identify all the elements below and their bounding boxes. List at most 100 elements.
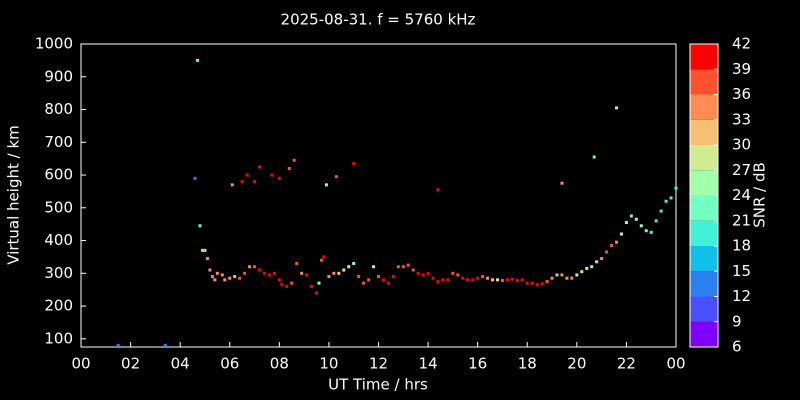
data-point	[535, 283, 539, 287]
data-point	[277, 176, 281, 180]
data-point	[471, 278, 475, 282]
data-point	[377, 275, 380, 279]
data-point	[322, 255, 326, 259]
data-point	[193, 176, 197, 180]
data-point	[515, 279, 519, 283]
data-point	[334, 175, 338, 179]
data-point	[287, 166, 291, 170]
colorbar-tick-label: 9	[732, 312, 742, 330]
data-point	[411, 268, 415, 272]
data-point	[619, 232, 623, 236]
data-point	[476, 276, 480, 280]
data-point	[230, 183, 234, 187]
x-tick-label: 18	[518, 355, 537, 373]
data-point	[585, 266, 589, 270]
data-point	[315, 291, 319, 295]
data-point	[456, 273, 460, 277]
data-point	[253, 265, 257, 269]
data-point	[280, 283, 284, 287]
data-point	[319, 258, 323, 262]
data-point	[481, 275, 485, 279]
colorbar-tick-label: 27	[732, 161, 751, 179]
data-point	[347, 265, 351, 269]
data-point	[486, 276, 490, 280]
x-tick-label: 06	[220, 355, 239, 373]
colorbar-cell	[690, 296, 718, 322]
data-point	[421, 273, 425, 277]
y-tick-label: 100	[44, 329, 73, 347]
data-point	[300, 271, 304, 275]
data-point	[253, 180, 257, 184]
data-point	[332, 271, 336, 275]
y-tick-label: 600	[44, 166, 73, 184]
data-point	[525, 281, 529, 285]
x-tick-label: 20	[567, 355, 586, 373]
data-point	[223, 278, 227, 282]
colorbar-tick-label: 42	[732, 35, 751, 53]
y-tick-label: 300	[44, 264, 73, 282]
colorbar-cell	[690, 170, 718, 196]
data-point	[310, 284, 314, 288]
data-point	[545, 279, 549, 283]
y-tick-label: 900	[44, 67, 73, 85]
data-point	[362, 281, 366, 285]
data-point	[446, 278, 450, 282]
data-point	[272, 271, 276, 275]
data-point	[305, 273, 309, 277]
y-tick-label: 200	[44, 297, 73, 315]
colorbar-cell	[690, 44, 718, 70]
data-point	[116, 343, 120, 347]
data-point	[431, 276, 435, 280]
data-point	[205, 257, 209, 261]
data-point	[210, 275, 214, 279]
data-point	[324, 183, 328, 187]
data-point	[461, 276, 465, 280]
data-point	[203, 248, 207, 252]
colorbar-cell	[690, 271, 718, 297]
data-point	[258, 268, 261, 272]
colorbar-cell	[690, 145, 718, 171]
data-point	[644, 229, 648, 233]
data-point	[654, 219, 658, 223]
data-point	[416, 271, 420, 275]
data-point	[624, 221, 628, 225]
data-point	[634, 217, 638, 221]
data-point	[295, 261, 299, 265]
y-tick-label: 800	[44, 100, 73, 118]
colorbar-cell	[690, 195, 718, 221]
data-point	[200, 248, 204, 252]
data-point	[441, 278, 445, 282]
data-point	[592, 155, 596, 159]
data-point	[406, 263, 410, 267]
data-point	[565, 276, 569, 280]
x-tick-label: 10	[319, 355, 338, 373]
x-tick-label: 14	[419, 355, 438, 373]
data-point	[342, 268, 346, 272]
data-point	[555, 273, 559, 277]
data-point	[267, 273, 271, 277]
data-point	[451, 271, 455, 275]
data-point	[220, 273, 224, 277]
data-point	[401, 265, 405, 269]
colorbar-label: SNR / dB	[751, 162, 769, 228]
data-point	[198, 224, 202, 228]
colorbar-cell	[690, 119, 718, 145]
colorbar-tick-label: 24	[732, 186, 751, 204]
data-point	[367, 278, 371, 282]
data-point	[649, 230, 653, 234]
data-point	[290, 281, 294, 285]
x-tick-label: 04	[171, 355, 190, 373]
data-point	[352, 261, 356, 265]
data-point	[386, 281, 390, 285]
data-point	[396, 265, 400, 269]
data-point	[615, 240, 618, 244]
x-tick-label: 02	[121, 355, 140, 373]
x-tick-label: 00	[666, 355, 685, 373]
colorbar-tick-label: 12	[732, 287, 751, 305]
data-point	[500, 279, 504, 283]
data-point	[381, 278, 385, 282]
data-point	[674, 186, 678, 190]
data-point	[669, 196, 673, 200]
data-point	[510, 277, 514, 281]
